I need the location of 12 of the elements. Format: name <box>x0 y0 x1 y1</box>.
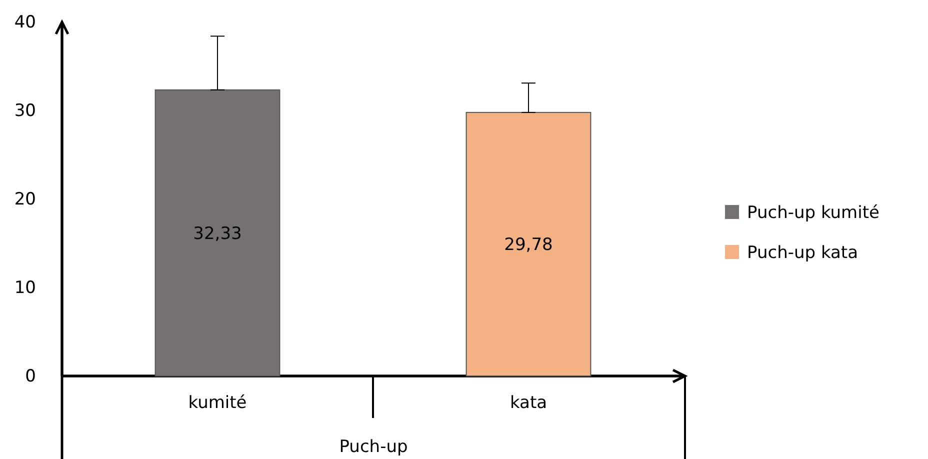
y-tick-label: 30 <box>14 100 36 121</box>
x-axis-title: Puch-up <box>339 437 408 457</box>
y-tick-label: 20 <box>14 189 36 210</box>
data-label: 29,78 <box>504 235 553 256</box>
legend-label: Puch-up kumité <box>747 203 880 223</box>
y-tick-label: 0 <box>25 366 36 386</box>
y-tick-label: 40 <box>14 12 36 32</box>
x-tick-label: kumité <box>188 393 247 414</box>
data-label: 32,33 <box>193 224 242 244</box>
legend-label: Puch-up kata <box>747 243 858 263</box>
y-tick-label: 10 <box>14 278 36 298</box>
x-tick-label: kata <box>510 393 548 414</box>
